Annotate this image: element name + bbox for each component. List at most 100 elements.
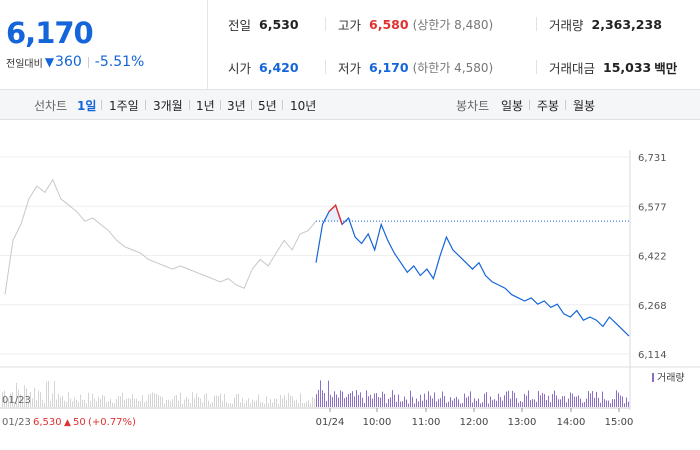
- divider: [189, 100, 190, 110]
- volume-bar: [364, 402, 365, 407]
- volume-bar: [558, 399, 559, 407]
- volume-bar: [26, 388, 27, 407]
- volume-bar: [76, 400, 77, 407]
- y-tick-label: 6,422: [638, 252, 667, 263]
- tab-1w[interactable]: 1주일: [109, 99, 139, 113]
- tab-5y[interactable]: 5년: [258, 99, 277, 113]
- volume-bar: [366, 390, 367, 407]
- volume-bar: [488, 403, 489, 407]
- y-tick-label: 6,577: [638, 202, 667, 213]
- divider: [536, 60, 537, 74]
- intraday-chart[interactable]: 6,731 6,577 6,422 6,268 6,114 01/23 01/24 10:0…: [0, 120, 700, 450]
- volume-bar: [280, 394, 281, 407]
- volume-bar: [62, 395, 63, 407]
- volume-bar: [434, 392, 435, 407]
- volume-bar: [172, 399, 173, 407]
- x-tick-label: 01/24: [316, 417, 345, 428]
- volume-bar: [132, 393, 133, 407]
- volume-bar: [578, 395, 579, 407]
- tab-1y[interactable]: 1년: [196, 99, 215, 113]
- volume-bar: [360, 392, 361, 407]
- volume-bar: [290, 395, 291, 407]
- volume-bar: [310, 403, 311, 407]
- volume-bar: [332, 397, 333, 407]
- volume-bar: [482, 402, 483, 407]
- footer-pct: (+0.77%): [88, 417, 136, 428]
- volume-bar: [616, 390, 617, 407]
- volume-bar: [610, 403, 611, 407]
- x-tick-label: 11:00: [412, 417, 441, 428]
- volume-bar: [322, 390, 323, 407]
- tab-daily[interactable]: 일봉: [501, 99, 524, 113]
- high-price-marker: [328, 203, 343, 225]
- volume-bar: [442, 391, 443, 407]
- volume-bar: [94, 398, 95, 407]
- volume-bar: [8, 398, 9, 407]
- x-tick-label: 15:00: [605, 417, 634, 428]
- volume-bar: [452, 400, 453, 407]
- volume-bar: [52, 393, 53, 407]
- volume-bar: [302, 403, 303, 407]
- volume-bar: [628, 401, 629, 407]
- tab-monthly[interactable]: 월봉: [573, 99, 596, 113]
- volume-bar: [216, 395, 217, 407]
- volume-bar: [492, 400, 493, 407]
- volume-bar: [86, 403, 87, 407]
- footer-date: 01/23: [2, 417, 31, 428]
- chart-grid: [0, 150, 700, 410]
- volume-bar: [28, 402, 29, 407]
- volume-bar: [260, 402, 261, 407]
- volume-bar: [588, 391, 589, 407]
- volume-bar: [562, 396, 563, 407]
- volume-bar: [238, 393, 239, 407]
- down-triangle-icon: ▼: [44, 55, 55, 69]
- divider: [325, 60, 326, 74]
- volume-bar: [122, 392, 123, 407]
- volume-bar: [544, 394, 545, 407]
- volume-bar: [44, 402, 45, 407]
- volume-bar: [208, 400, 209, 407]
- volume-bar: [210, 403, 211, 407]
- volume-bar: [548, 395, 549, 407]
- volume-bar: [612, 399, 613, 407]
- volume-bar: [474, 398, 475, 407]
- volume-bar: [358, 395, 359, 407]
- volume-bar: [298, 403, 299, 407]
- volume-bar: [124, 400, 125, 407]
- volume-bar: [490, 396, 491, 407]
- volume-bar: [370, 394, 371, 407]
- volume-bar: [100, 399, 101, 407]
- volume-bar: [464, 393, 465, 407]
- volume-bar: [580, 398, 581, 407]
- volume-bar: [424, 393, 425, 407]
- volume-bar: [232, 403, 233, 407]
- volume-bar: [378, 396, 379, 407]
- volume-bar: [618, 392, 619, 407]
- volume-bar: [88, 392, 89, 407]
- volume-bar: [528, 390, 529, 407]
- tab-10y[interactable]: 10년: [290, 99, 317, 113]
- volume-bar: [300, 393, 301, 407]
- volume-bar: [362, 397, 363, 407]
- volume-bar: [148, 394, 149, 407]
- volume-bar: [236, 394, 237, 407]
- volume-bar: [516, 398, 517, 407]
- volume-bar: [414, 403, 415, 407]
- stat-prev-close: 전일 6,530: [228, 16, 299, 33]
- volume-bar: [412, 396, 413, 407]
- volume-bar: [90, 401, 91, 407]
- tab-3m[interactable]: 3개월: [153, 99, 183, 113]
- volume-bar: [420, 394, 421, 407]
- change-label: 전일대비: [6, 58, 43, 70]
- volume-bar: [520, 401, 521, 407]
- tab-1d[interactable]: 1일: [77, 99, 97, 113]
- volume-bar: [372, 398, 373, 407]
- volume-bar: [564, 396, 565, 407]
- tab-3y[interactable]: 3년: [227, 99, 246, 113]
- volume-bar: [182, 403, 183, 407]
- volume-bar: [38, 390, 39, 407]
- divider: [220, 100, 221, 110]
- tab-weekly[interactable]: 주봉: [537, 99, 560, 113]
- volume-bar: [428, 391, 429, 407]
- volume-bar: [526, 395, 527, 407]
